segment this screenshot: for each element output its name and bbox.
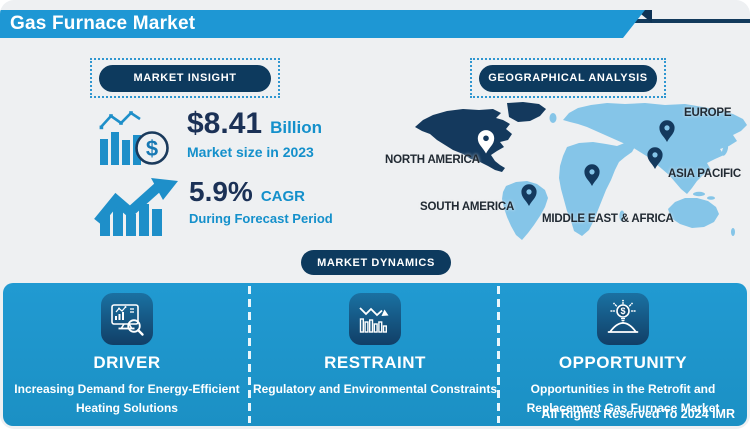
restraint-icon-tile: [349, 293, 401, 345]
region-label-middle-east-africa: MIDDLE EAST & AFRICA: [542, 213, 674, 225]
opportunity-description: Opportunities in the Retrofit and Replac…: [527, 380, 720, 418]
region-label-south-america: SOUTH AMERICA: [420, 201, 515, 213]
panel-divider: [248, 286, 251, 423]
market-dynamics-panel: DRIVER Increasing Demand for Energy-Effi…: [3, 283, 747, 426]
cagr-caption: During Forecast Period: [189, 211, 333, 226]
region-label-asia-pacific: ASIA PACIFIC: [668, 168, 741, 180]
header-bar: Gas Furnace Market: [0, 10, 645, 38]
continent-australia: [668, 198, 735, 236]
market-size-stat: $ $8.41 Billion Market size in 2023: [96, 109, 322, 167]
restraint-description-line: Regulatory and Environmental Constraints: [252, 382, 498, 396]
continent-africa: [559, 142, 636, 236]
cagr-unit: CAGR: [260, 188, 305, 205]
svg-text:$: $: [620, 306, 625, 316]
map-pin-asia-pacific: [647, 147, 663, 169]
market-size-value: $8.41: [187, 107, 263, 140]
driver-icon-tile: [101, 293, 153, 345]
lightbulb-dollar-icon: $: [607, 299, 639, 333]
market-insight-button[interactable]: MARKET INSIGHT: [99, 64, 271, 92]
geographical-analysis-badge-frame: GEOGRAPHICAL ANALYSIS: [470, 58, 666, 98]
declining-bars-icon: [359, 307, 389, 333]
region-label-north-america: NORTH AMERICA: [385, 154, 480, 166]
panel-divider: [497, 286, 500, 423]
bar-chart-dollar-icon: $: [99, 111, 169, 165]
growth-arrow-icon: [94, 178, 178, 236]
opportunity-description-line: Replacement Gas Furnace Market: [526, 401, 720, 416]
market-size-caption: Market size in 2023: [187, 144, 314, 160]
market-dynamics-button[interactable]: MARKET DYNAMICS: [301, 250, 451, 275]
opportunity-column: $ OPPORTUNITY Opport: [499, 283, 747, 426]
restraint-description: Regulatory and Environmental Constraints: [253, 380, 497, 399]
market-size-unit: Billion: [270, 118, 323, 137]
driver-description: Increasing Demand for Energy-Efficient H…: [14, 380, 239, 418]
restraint-title: RESTRAINT: [324, 353, 426, 372]
cagr-stat: 5.9% CAGR During Forecast Period: [94, 178, 333, 236]
restraint-column: RESTRAINT Regulatory and Environmental C…: [251, 283, 499, 426]
market-insight-badge-frame: MARKET INSIGHT: [90, 58, 280, 98]
world-map: [415, 102, 747, 240]
region-label-europe: EUROPE: [684, 107, 732, 119]
map-pin-africa: [584, 164, 600, 186]
driver-description-line: Increasing Demand for Energy-Efficient: [14, 382, 240, 396]
copyright-text: All Rights Reserved To 2024 IMR: [541, 407, 735, 421]
map-pin-north-america: [477, 130, 495, 154]
driver-column: DRIVER Increasing Demand for Energy-Effi…: [3, 283, 251, 426]
cagr-value: 5.9%: [189, 176, 253, 207]
page-title: Gas Furnace Market: [10, 13, 196, 34]
monitor-analytics-icon: [111, 304, 144, 336]
continent-south-america: [502, 181, 548, 240]
map-pin-europe-russia: [659, 120, 675, 142]
continent-north-america: [415, 102, 546, 172]
driver-title: DRIVER: [93, 353, 161, 372]
opportunity-description-line: Opportunities in the Retrofit and: [530, 382, 716, 396]
driver-description-line: Heating Solutions: [75, 401, 178, 416]
opportunity-icon-tile: $: [597, 293, 649, 345]
svg-text:$: $: [146, 136, 158, 161]
opportunity-title: OPPORTUNITY: [558, 353, 688, 372]
map-pin-south-america: [521, 184, 537, 206]
geographical-analysis-button[interactable]: GEOGRAPHICAL ANALYSIS: [479, 64, 657, 92]
